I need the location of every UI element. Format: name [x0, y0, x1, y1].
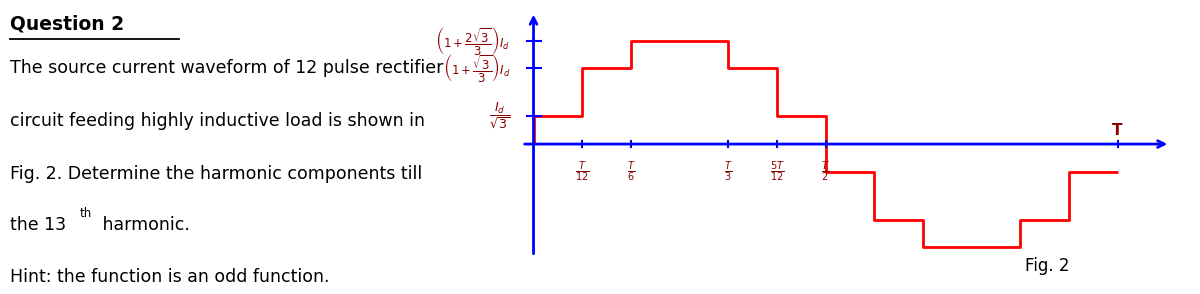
- Text: $\left(1+\dfrac{\sqrt{3}}{3}\right)I_d$: $\left(1+\dfrac{\sqrt{3}}{3}\right)I_d$: [443, 52, 510, 84]
- Text: harmonic.: harmonic.: [97, 216, 190, 234]
- Text: $\left(1+\dfrac{2\sqrt{3}}{3}\right)I_d$: $\left(1+\dfrac{2\sqrt{3}}{3}\right)I_d$: [436, 25, 510, 57]
- Text: $\frac{T}{6}$: $\frac{T}{6}$: [626, 160, 635, 184]
- Text: $\frac{5T}{12}$: $\frac{5T}{12}$: [769, 160, 785, 184]
- Text: $\dfrac{I_d}{\sqrt{3}}$: $\dfrac{I_d}{\sqrt{3}}$: [490, 101, 510, 131]
- Text: circuit feeding highly inductive load is shown in: circuit feeding highly inductive load is…: [10, 112, 425, 130]
- Text: th: th: [79, 207, 92, 220]
- Text: $\frac{T}{3}$: $\frac{T}{3}$: [724, 160, 732, 184]
- Text: Question 2: Question 2: [10, 15, 125, 34]
- Text: T: T: [1112, 123, 1123, 138]
- Text: Fig. 2: Fig. 2: [1025, 256, 1069, 275]
- Text: the 13: the 13: [10, 216, 66, 234]
- Text: $\frac{T}{12}$: $\frac{T}{12}$: [575, 160, 589, 184]
- Text: Fig. 2. Determine the harmonic components till: Fig. 2. Determine the harmonic component…: [10, 165, 422, 183]
- Text: Hint: the function is an odd function.: Hint: the function is an odd function.: [10, 268, 330, 285]
- Text: The source current waveform of 12 pulse rectifier: The source current waveform of 12 pulse …: [10, 59, 444, 77]
- Text: $\frac{T}{2}$: $\frac{T}{2}$: [821, 160, 830, 184]
